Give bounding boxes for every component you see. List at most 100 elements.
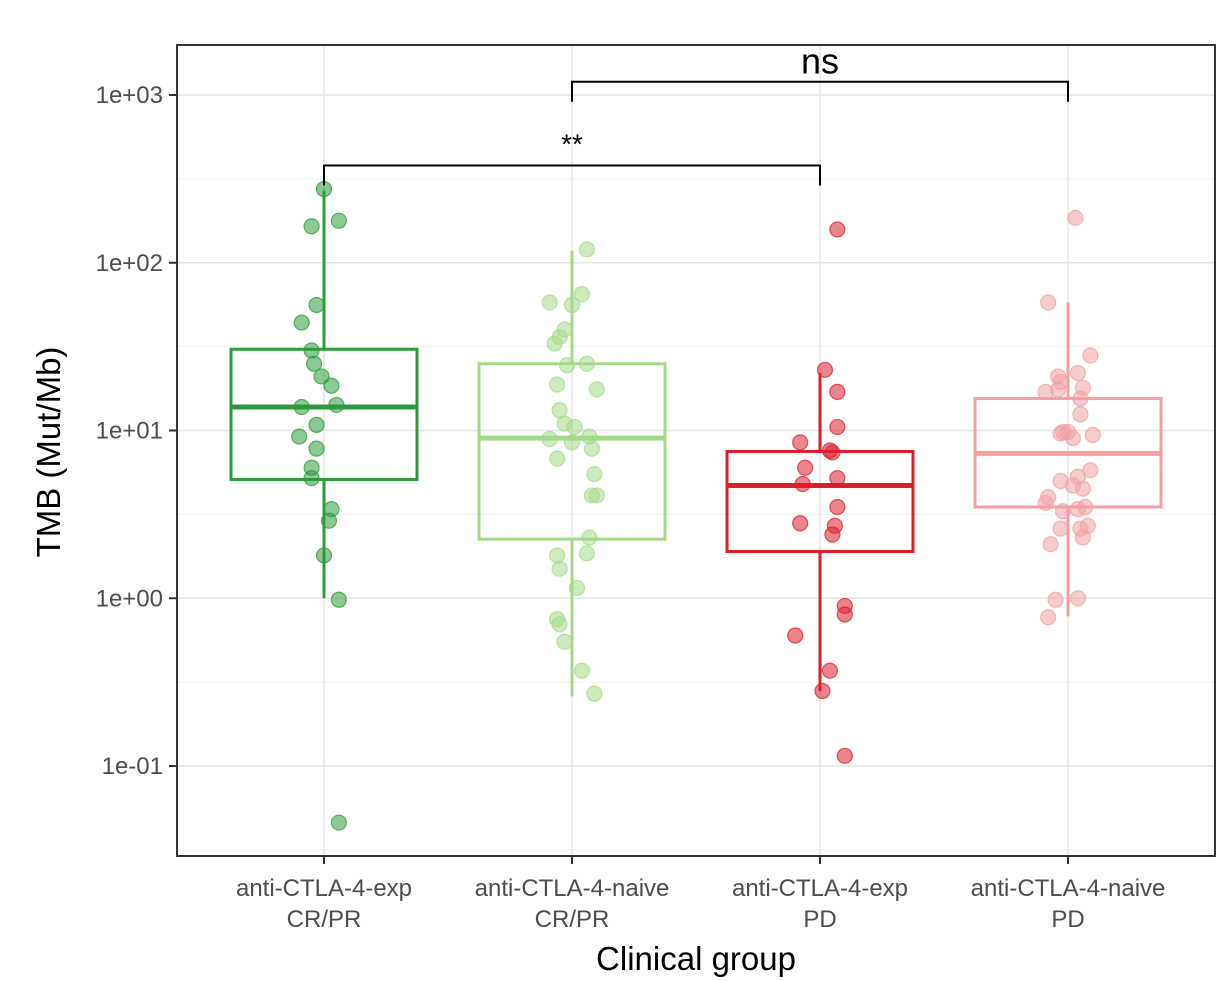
- data-point: [328, 396, 345, 414]
- data-point: [824, 526, 841, 543]
- data-point: [291, 428, 308, 445]
- data-point: [814, 682, 831, 700]
- data-point: [797, 459, 814, 476]
- data-point: [308, 296, 325, 314]
- x-tick-label: anti-CTLA-4-naive: [475, 875, 670, 902]
- x-tick-label: CR/PR: [535, 906, 610, 933]
- data-point: [581, 529, 598, 546]
- x-tick-label: CR/PR: [287, 906, 362, 933]
- data-point: [323, 377, 340, 394]
- y-tick-label: 1e+01: [96, 418, 163, 445]
- data-point: [1069, 500, 1087, 518]
- data-point: [549, 450, 566, 467]
- data-point: [586, 465, 603, 483]
- data-point: [588, 381, 605, 398]
- data-point: [821, 662, 839, 679]
- data-point: [330, 814, 347, 831]
- x-tick-label: anti-CTLA-4-exp: [236, 875, 412, 902]
- data-point: [1064, 430, 1082, 447]
- data-point: [293, 314, 310, 331]
- box: [229, 347, 419, 482]
- data-point: [578, 545, 595, 562]
- data-point: [1040, 294, 1057, 311]
- data-point: [566, 418, 583, 436]
- x-tick-label: PD: [803, 906, 836, 933]
- data-point: [568, 579, 586, 597]
- data-point: [836, 606, 853, 623]
- data-point: [558, 357, 576, 374]
- grid-layer: [177, 45, 1215, 856]
- data-point: [563, 296, 581, 314]
- data-point: [1037, 494, 1054, 512]
- significance-layer: ** ns: [323, 41, 1069, 186]
- data-point: [1074, 529, 1091, 546]
- data-point: [816, 361, 834, 378]
- data-point: [787, 627, 804, 644]
- data-point: [829, 221, 846, 238]
- point-layer: [291, 180, 1101, 831]
- data-point: [551, 560, 568, 577]
- data-point: [573, 662, 591, 679]
- data-point: [1082, 347, 1099, 364]
- data-point: [563, 434, 581, 451]
- x-tick-label: PD: [1051, 906, 1084, 933]
- data-point: [573, 286, 591, 303]
- data-point: [1074, 480, 1091, 497]
- data-point: [583, 440, 600, 457]
- significance-label: ns: [801, 41, 839, 82]
- data-point: [578, 241, 595, 258]
- data-point: [1037, 383, 1054, 400]
- data-point: [541, 294, 558, 311]
- significance-bracket: [323, 164, 821, 186]
- data-point: [792, 434, 809, 451]
- data-point: [1069, 364, 1087, 382]
- data-point: [792, 515, 809, 532]
- significance-label: **: [561, 128, 583, 159]
- x-tick-label: anti-CTLA-4-exp: [732, 875, 908, 902]
- data-point: [541, 430, 558, 448]
- data-point: [549, 376, 566, 393]
- y-axis-title: TMB (Mut/Mb): [30, 347, 67, 558]
- data-point: [303, 342, 320, 359]
- data-point: [824, 444, 841, 461]
- data-point: [829, 383, 846, 400]
- data-point: [1047, 591, 1064, 608]
- data-point: [303, 218, 320, 235]
- data-point: [586, 685, 603, 702]
- data-point: [315, 547, 333, 564]
- data-point: [1072, 390, 1089, 407]
- data-point: [829, 470, 846, 487]
- data-point: [1052, 520, 1069, 537]
- data-point: [305, 355, 323, 372]
- data-point: [1040, 609, 1057, 626]
- box-layer: [229, 190, 1163, 697]
- data-point: [1084, 426, 1101, 444]
- data-point: [546, 335, 563, 352]
- data-point: [1082, 462, 1099, 479]
- data-point: [556, 633, 573, 650]
- data-point: [549, 547, 566, 564]
- data-point: [1067, 209, 1084, 227]
- axis-layer: 1e-01 1e+00 1e+01 1e+02 1e+03 anti-CTLA-4-exp…: [96, 82, 1166, 933]
- data-point: [330, 212, 347, 229]
- data-point: [320, 512, 338, 529]
- significance-bracket: [571, 80, 1069, 102]
- data-point: [829, 498, 846, 516]
- data-point: [308, 416, 325, 433]
- data-point: [1054, 503, 1072, 520]
- data-point: [551, 616, 568, 633]
- data-point: [330, 591, 347, 608]
- data-point: [829, 418, 846, 436]
- data-point: [1069, 590, 1087, 607]
- data-point: [1042, 536, 1059, 553]
- panel-border: [176, 44, 1216, 857]
- y-tick-label: 1e+03: [96, 82, 163, 109]
- y-tick-label: 1e+00: [96, 585, 163, 612]
- y-tick-label: 1e+02: [96, 250, 163, 277]
- data-point: [836, 747, 853, 764]
- x-tick-label: anti-CTLA-4-naive: [971, 875, 1166, 902]
- data-point: [1072, 406, 1089, 423]
- data-point: [293, 398, 310, 416]
